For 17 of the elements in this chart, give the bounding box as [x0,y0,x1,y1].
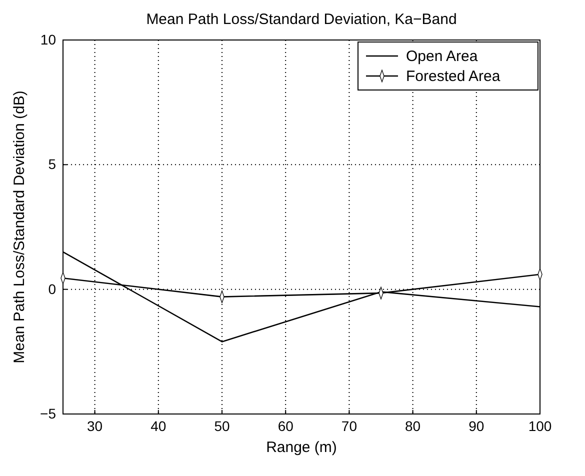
x-tick-label: 30 [87,418,103,434]
legend-label: Open Area [406,48,478,65]
x-tick-label: 100 [528,418,552,434]
x-tick-label: 40 [150,418,166,434]
y-tick-label: −5 [40,405,56,422]
x-axis-title: Range (m) [266,439,337,456]
x-tick-label: 50 [214,418,230,434]
chart-title: Mean Path Loss/Standard Deviation, Ka−Band [146,11,457,28]
x-tick-label: 60 [278,418,294,434]
y-tick-label: 0 [48,280,56,297]
x-tick-label: 80 [405,418,421,434]
y-tick-label: 10 [40,31,56,48]
legend-label: Forested Area [406,68,501,85]
x-tick-label: 70 [341,418,358,434]
y-tick-label: 5 [48,156,56,172]
x-tick-label: 90 [468,418,484,434]
y-axis-title: Mean Path Loss/Standard Deviation (dB) [11,90,28,364]
